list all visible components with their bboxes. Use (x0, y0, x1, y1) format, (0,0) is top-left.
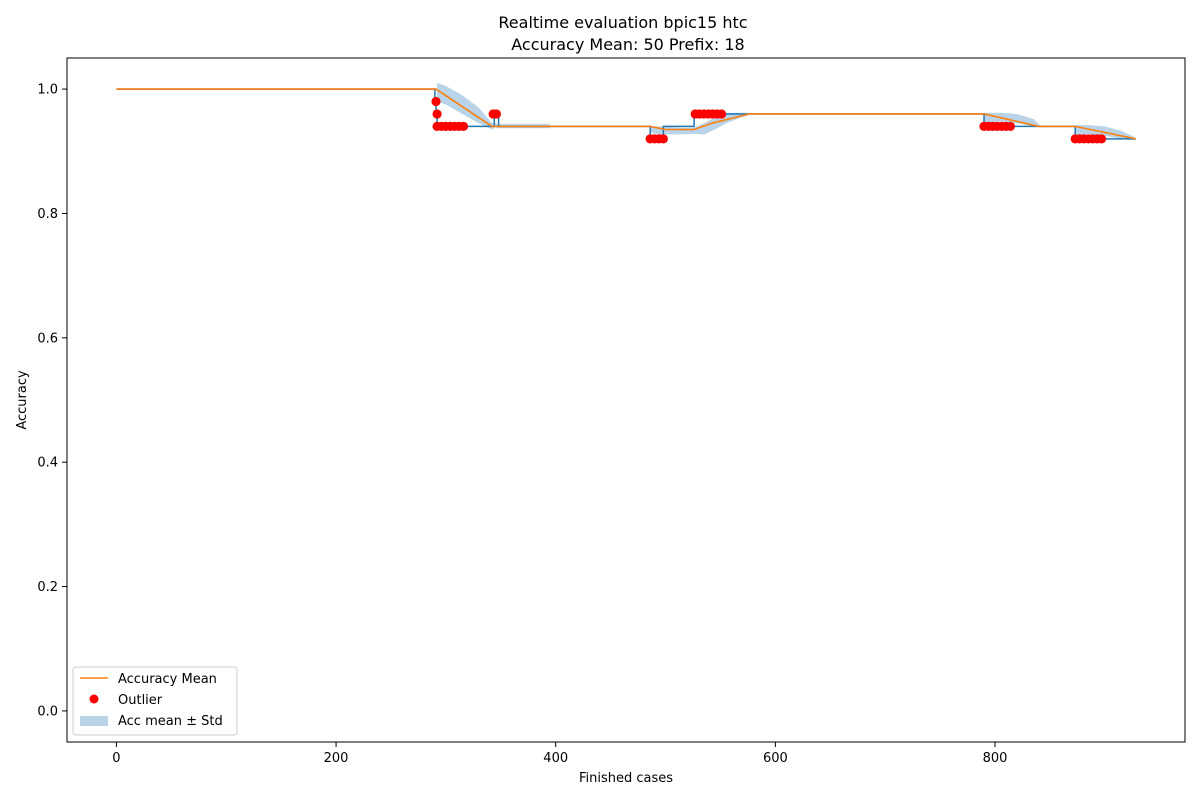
y-tick-label: 0.2 (37, 580, 58, 595)
outlier-point (1005, 121, 1015, 131)
outlier-point (431, 96, 441, 107)
legend-band-label: Acc mean ± Std (118, 714, 223, 729)
std-band-layer (437, 82, 1136, 141)
y-axis-label: Accuracy (15, 370, 30, 430)
axes-frame (66, 57, 1186, 743)
legend: Accuracy Mean Outlier Acc mean ± Std (72, 666, 238, 736)
outlier-point (458, 121, 469, 131)
y-axis-ticks: 0.0 0.2 0.4 0.6 0.8 1.0 (37, 83, 67, 719)
x-axis-label: Finished cases (579, 771, 673, 786)
legend-outlier-label: Outlier (118, 693, 163, 708)
outlier-point (716, 109, 727, 119)
y-tick-label: 0.8 (37, 207, 58, 222)
outlier-layer (431, 96, 1107, 144)
x-tick-label: 200 (324, 751, 349, 766)
x-axis-ticks: 0 200 400 600 800 (112, 742, 1007, 766)
x-tick-label: 400 (543, 751, 568, 766)
chart-subtitle: Accuracy Mean: 50 Prefix: 18 (511, 35, 744, 54)
x-tick-label: 600 (763, 751, 788, 766)
y-tick-label: 0.6 (37, 331, 58, 346)
outlier-point (1096, 134, 1107, 144)
legend-outlier-swatch (89, 694, 99, 704)
outlier-point (658, 134, 668, 144)
std-band-segment-1 (437, 82, 497, 130)
line-layer (116, 88, 1136, 140)
x-tick-label: 800 (983, 751, 1008, 766)
y-tick-label: 0.0 (37, 704, 58, 719)
y-tick-label: 1.0 (37, 83, 58, 98)
chart-title-group: Realtime evaluation bpic15 htc Accuracy … (498, 13, 747, 54)
legend-band-swatch (80, 716, 108, 726)
legend-mean-label: Accuracy Mean (118, 672, 217, 687)
legend-box (72, 666, 238, 736)
y-tick-label: 0.4 (37, 456, 58, 471)
outlier-point (432, 109, 442, 119)
outlier-point (491, 109, 502, 119)
chart-title: Realtime evaluation bpic15 htc (498, 13, 747, 32)
x-tick-label: 0 (112, 751, 120, 766)
accuracy-mean-line (116, 88, 1136, 140)
